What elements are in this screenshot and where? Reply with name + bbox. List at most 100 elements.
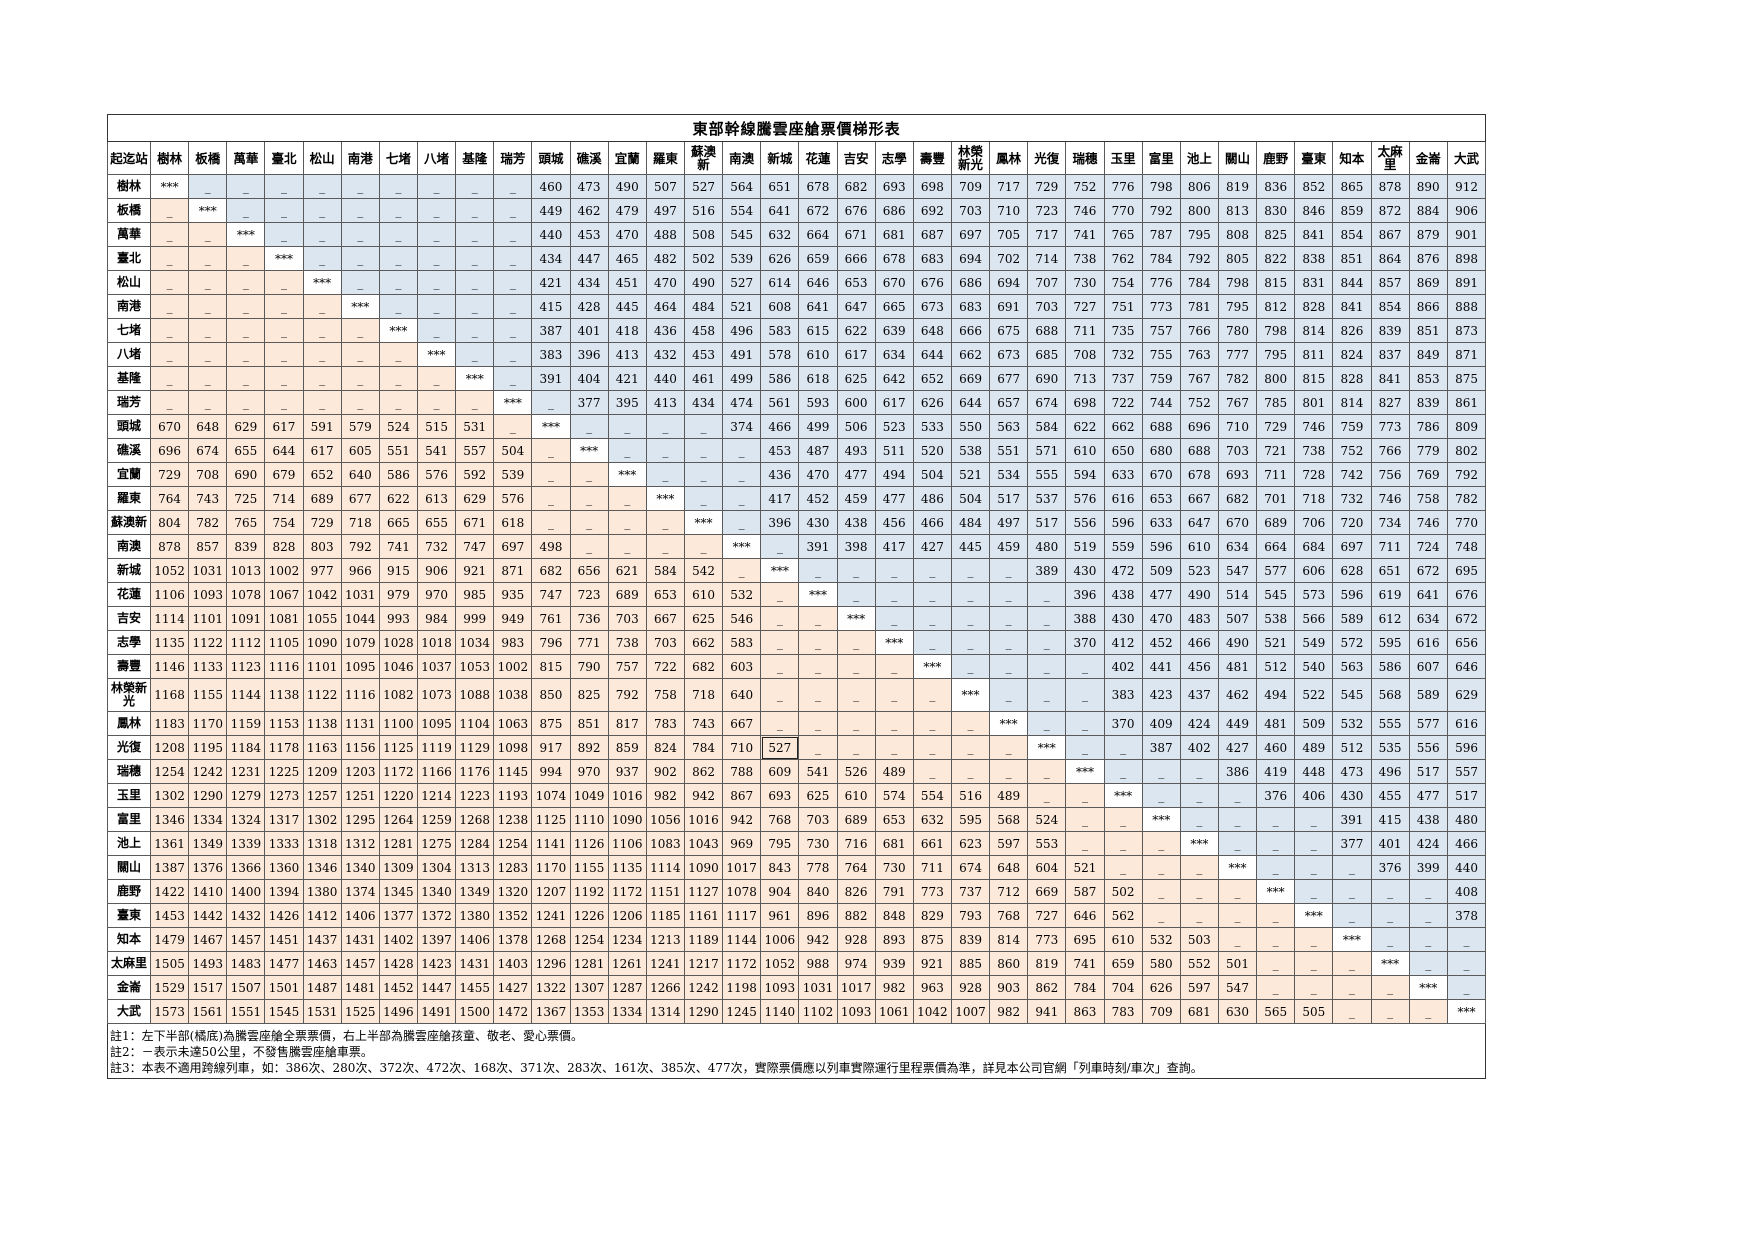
child-fare-cell: 901 xyxy=(1446,222,1487,247)
full-fare-cell: _ xyxy=(264,366,304,391)
full-fare-cell: 747 xyxy=(455,534,495,559)
child-fare-cell: 504 xyxy=(912,462,952,487)
full-fare-cell: 988 xyxy=(798,951,838,976)
full-fare-cell: _ xyxy=(1103,807,1143,832)
child-fare-cell: 497 xyxy=(989,510,1029,535)
full-fare-cell: 1123 xyxy=(226,654,266,679)
full-fare-cell: 656 xyxy=(569,558,609,583)
child-fare-cell: 776 xyxy=(1103,174,1143,199)
row-header: 臺東 xyxy=(107,903,151,928)
full-fare-cell: 1307 xyxy=(569,975,609,1000)
child-fare-cell: 646 xyxy=(1446,654,1487,679)
full-fare-cell: 1346 xyxy=(149,807,190,832)
child-fare-cell: _ xyxy=(1408,879,1448,904)
diagonal-cell: *** xyxy=(416,342,457,367)
table-row: 鳳林 1183 1170 1159 1153 1138 1131 1100 1095 1104 10… xyxy=(107,711,1487,736)
full-fare-cell: 1073 xyxy=(416,678,457,712)
child-fare-cell: 639 xyxy=(874,318,914,343)
diagonal-cell: *** xyxy=(1027,735,1067,760)
child-fare-cell: _ xyxy=(912,606,952,631)
child-fare-cell: _ xyxy=(1370,927,1410,952)
col-header: 礁溪 xyxy=(569,141,609,175)
child-fare-cell: 480 xyxy=(1027,534,1067,559)
row-header: 壽豐 xyxy=(107,654,151,679)
child-fare-cell: 456 xyxy=(1179,654,1219,679)
full-fare-cell: 985 xyxy=(455,582,495,607)
child-fare-cell: _ xyxy=(989,678,1029,712)
full-fare-cell: 630 xyxy=(1217,999,1258,1024)
child-fare-cell: 744 xyxy=(1141,390,1181,415)
table-row: 蘇澳新 804 782 765 754 729 718 665 655 671 618 _ _ _ _ ***… xyxy=(107,510,1487,535)
child-fare-cell: 466 xyxy=(760,414,800,439)
child-fare-cell: 711 xyxy=(1065,318,1105,343)
child-fare-cell: 718 xyxy=(1294,486,1334,511)
row-header: 新城 xyxy=(107,558,151,583)
child-fare-cell: _ xyxy=(378,294,418,319)
table-row: 知本 1479 1467 1457 1451 1437 1431 1402 1397 1406 13… xyxy=(107,927,1487,952)
full-fare-cell: _ xyxy=(1065,807,1105,832)
full-fare-cell: _ xyxy=(836,735,876,760)
child-fare-cell: 477 xyxy=(1408,783,1448,808)
full-fare-cell: 1457 xyxy=(340,951,380,976)
child-fare-cell: _ xyxy=(1370,879,1410,904)
full-fare-cell: 732 xyxy=(416,534,457,559)
full-fare-cell: 1481 xyxy=(340,975,380,1000)
child-fare-cell: 687 xyxy=(912,222,952,247)
child-fare-cell: 626 xyxy=(912,390,952,415)
full-fare-cell: 1117 xyxy=(722,903,762,928)
full-fare-cell: 584 xyxy=(645,558,685,583)
child-fare-cell: 844 xyxy=(1332,270,1372,295)
full-fare-cell: _ xyxy=(149,294,190,319)
full-fare-cell: 1427 xyxy=(493,975,533,1000)
col-header: 七堵 xyxy=(378,141,418,175)
child-fare-cell: _ xyxy=(683,462,724,487)
col-header: 宜蘭 xyxy=(607,141,647,175)
child-fare-cell: _ xyxy=(340,222,380,247)
full-fare-cell: 1110 xyxy=(569,807,609,832)
full-fare-cell: 722 xyxy=(645,654,685,679)
child-fare-cell: 511 xyxy=(874,438,914,463)
full-fare-cell: 1016 xyxy=(607,783,647,808)
full-fare-cell: 553 xyxy=(1027,831,1067,856)
corner-label: 起迄站 xyxy=(107,141,151,175)
child-fare-cell: 841 xyxy=(1370,366,1410,391)
full-fare-cell: 1102 xyxy=(798,999,838,1024)
full-fare-cell: 1505 xyxy=(149,951,190,976)
child-fare-cell: 606 xyxy=(1294,558,1334,583)
child-fare-cell: _ xyxy=(302,174,342,199)
child-fare-cell: 427 xyxy=(912,534,952,559)
child-fare-cell: 489 xyxy=(1294,735,1334,760)
table-row: 八堵 _ _ _ _ _ _ _ *** _ _ 383 396 413 432 453 491 578 610 61… xyxy=(107,342,1487,367)
full-fare-cell: 860 xyxy=(989,951,1029,976)
full-fare-cell: 671 xyxy=(455,510,495,535)
full-fare-cell: _ xyxy=(798,735,838,760)
full-fare-cell: 1268 xyxy=(531,927,571,952)
full-fare-cell: _ xyxy=(1408,999,1448,1024)
full-fare-cell: 1339 xyxy=(226,831,266,856)
row-header: 鹿野 xyxy=(107,879,151,904)
child-fare-cell: 441 xyxy=(1141,654,1181,679)
full-fare-cell: 1302 xyxy=(149,783,190,808)
child-fare-cell: 647 xyxy=(1179,510,1219,535)
full-fare-cell: 1312 xyxy=(340,831,380,856)
child-fare-cell: 644 xyxy=(912,342,952,367)
diagonal-cell: *** xyxy=(1141,807,1181,832)
child-fare-cell: _ xyxy=(1256,855,1296,880)
child-fare-cell: 714 xyxy=(1027,246,1067,271)
full-fare-cell: 1290 xyxy=(188,783,228,808)
row-header: 志學 xyxy=(107,630,151,655)
full-fare-cell: 892 xyxy=(569,735,609,760)
full-fare-cell: 1472 xyxy=(493,999,533,1024)
child-fare-cell: 641 xyxy=(1408,582,1448,607)
full-fare-cell: 597 xyxy=(1179,975,1219,1000)
child-fare-cell: _ xyxy=(455,318,495,343)
full-fare-cell: 1031 xyxy=(188,558,228,583)
child-fare-cell: 831 xyxy=(1294,270,1334,295)
full-fare-cell: _ xyxy=(264,342,304,367)
child-fare-cell: 568 xyxy=(1370,678,1410,712)
child-fare-cell: _ xyxy=(1408,903,1448,928)
child-fare-cell: 487 xyxy=(798,438,838,463)
child-fare-cell: 729 xyxy=(1256,414,1296,439)
child-fare-cell: 720 xyxy=(1332,510,1372,535)
table-row: 林榮新 光 1168 1155 1144 1138 1122 1116 1082 1073 108… xyxy=(107,678,1487,712)
